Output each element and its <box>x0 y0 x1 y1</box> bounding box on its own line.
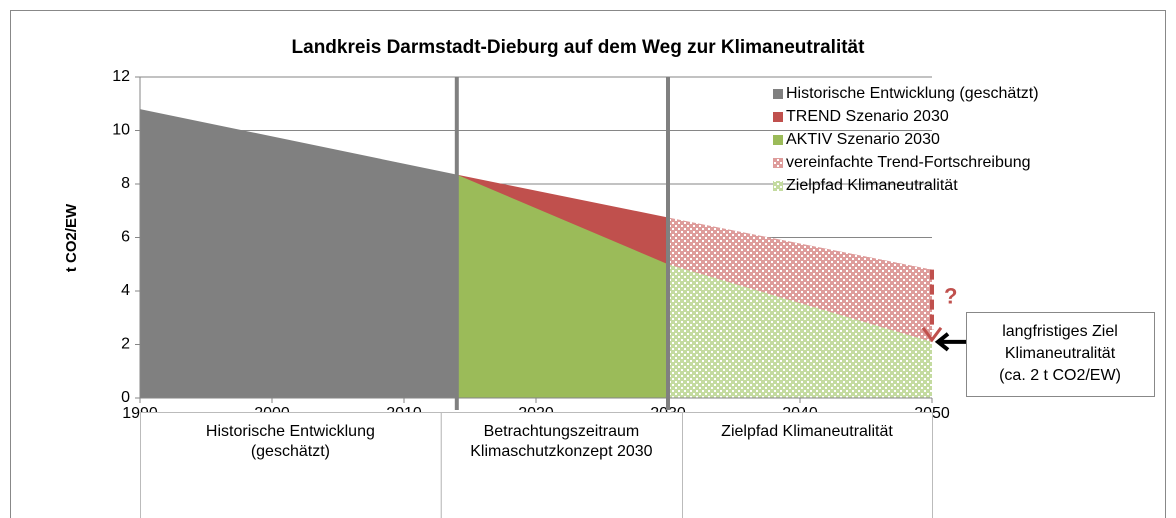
period-label: (geschätzt) <box>251 443 330 460</box>
chart-title: Landkreis Darmstadt-Dieburg auf dem Weg … <box>292 37 866 58</box>
area <box>668 264 932 398</box>
period-box <box>440 412 683 518</box>
legend-swatch <box>773 112 783 122</box>
target-box <box>966 312 1155 397</box>
y-tick-label: 8 <box>121 175 130 192</box>
legend-label: AKTIV Szenario 2030 <box>786 131 940 148</box>
period-box <box>140 412 442 518</box>
area <box>140 109 457 398</box>
legend-swatch <box>773 181 783 191</box>
y-tick-label: 12 <box>112 68 130 85</box>
target-label: Klimaneutralität <box>1005 345 1116 362</box>
period-box <box>682 412 933 518</box>
y-tick-label: 2 <box>121 336 130 353</box>
period-label: Klimaschutzkonzept 2030 <box>470 443 652 460</box>
legend-label: Zielpfad Klimaneutralität <box>786 177 958 194</box>
legend-label: vereinfachte Trend-Fortschreibung <box>786 154 1031 171</box>
legend-swatch <box>773 158 783 168</box>
period-label: Historische Entwicklung <box>206 423 375 440</box>
gap-arrowhead <box>921 326 943 343</box>
target-label: (ca. 2 t CO2/EW) <box>999 367 1121 384</box>
target-label: langfristiges Ziel <box>1002 323 1118 340</box>
y-tick-label: 0 <box>121 389 130 406</box>
area <box>456 174 668 398</box>
y-tick-label: 6 <box>121 229 130 246</box>
legend-label: TREND Szenario 2030 <box>786 108 949 125</box>
y-tick-label: 10 <box>112 122 130 139</box>
period-label: Zielpfad Klimaneutralität <box>721 423 893 440</box>
y-tick-label: 4 <box>121 282 130 299</box>
period-label: Betrachtungszeitraum <box>484 423 640 440</box>
legend-swatch <box>773 89 783 99</box>
legend-label: Historische Entwicklung (geschätzt) <box>786 85 1039 102</box>
question-mark: ? <box>944 283 957 308</box>
y-axis-label: t CO2/EW <box>63 203 80 272</box>
legend-swatch <box>773 135 783 145</box>
